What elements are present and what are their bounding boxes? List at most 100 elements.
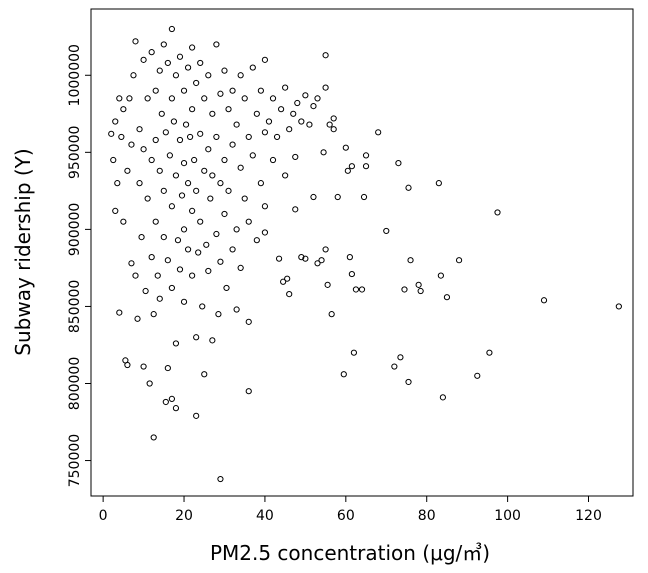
point [322,52,329,59]
point [148,49,155,56]
point [225,106,232,113]
point [298,118,305,125]
point [184,180,192,187]
point [237,72,244,79]
point [186,133,194,141]
point [217,475,224,483]
point [156,295,163,302]
point [245,388,252,395]
point [330,126,337,133]
point [280,278,287,285]
point [342,144,349,151]
point [415,281,422,288]
point [144,95,151,102]
point [124,361,131,369]
point [140,56,147,63]
point [168,203,175,210]
point [199,303,206,310]
point [205,72,212,79]
point [172,72,180,79]
point [160,41,167,48]
point [191,156,198,164]
point [172,172,180,179]
point [193,334,200,341]
point [168,25,175,33]
point [172,405,180,412]
point [217,258,224,265]
point [164,257,171,264]
point [348,270,355,278]
point [174,237,182,244]
y-axis-title: Subway ridership (Y) [11,148,35,355]
point [383,227,390,235]
x-tick-label: 60 [337,508,355,524]
point [176,266,184,273]
point [197,59,204,67]
point [344,167,351,174]
point [124,167,131,174]
point [362,152,370,159]
point [439,394,446,401]
point [197,130,204,137]
point [164,364,171,372]
point [180,226,188,233]
point [229,141,236,148]
point [302,92,309,99]
point [116,309,123,316]
point [298,254,305,261]
point [540,297,548,304]
point [162,129,169,136]
point [209,172,216,179]
point [320,149,327,156]
point [314,260,321,267]
point [443,294,451,301]
point [405,184,412,191]
point [286,291,293,298]
point [158,110,165,117]
point [118,133,125,141]
point [229,87,236,94]
point [261,229,269,236]
point [233,306,240,313]
point [257,180,264,187]
point [225,187,232,194]
point [350,349,358,356]
point [245,318,252,325]
x-tick-label: 120 [575,508,602,524]
point [209,110,216,117]
point [189,44,196,51]
point [189,106,196,113]
point [292,206,299,213]
point [294,99,301,107]
point [391,363,398,370]
point [152,218,159,225]
point [330,115,337,122]
point [324,281,331,288]
point [407,257,414,264]
point [136,126,143,133]
point [253,237,260,244]
point [334,193,341,201]
point [221,67,228,74]
point [168,395,175,403]
point [314,95,321,102]
point [328,311,335,318]
point [486,349,493,356]
point [615,303,622,310]
point [213,41,220,48]
point [205,267,212,275]
point [205,146,212,153]
point [322,84,329,91]
point [245,133,252,141]
point [184,64,192,71]
point [217,180,224,187]
point [417,287,424,295]
point [132,272,139,279]
point [201,95,208,102]
point [290,110,297,117]
point [306,121,313,128]
point [182,121,190,128]
point [130,72,137,79]
point [180,87,188,94]
